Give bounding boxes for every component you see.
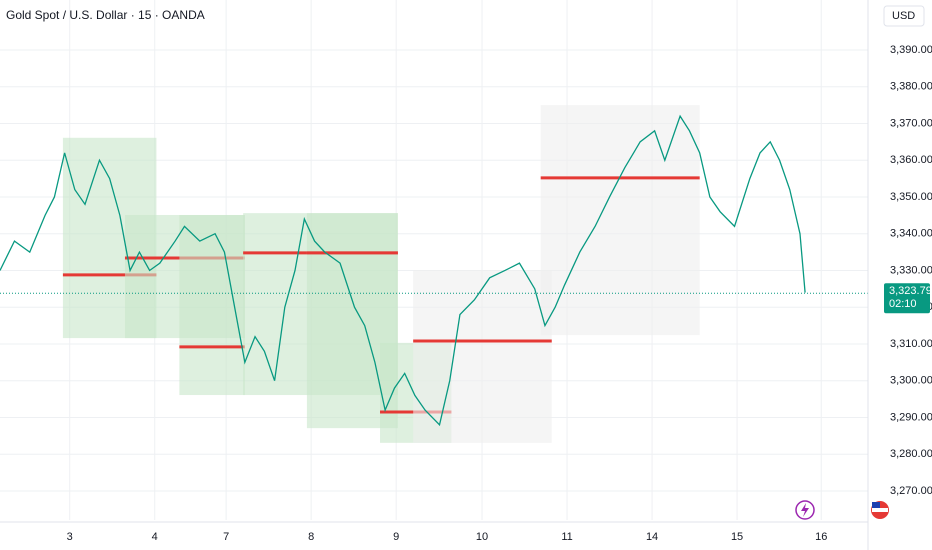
x-tick-label: 11 bbox=[561, 531, 572, 543]
currency[interactable]: USD bbox=[892, 10, 915, 22]
x-tick-label: 16 bbox=[815, 531, 827, 543]
profile-box bbox=[413, 270, 552, 443]
countdown: 02:10 bbox=[889, 298, 917, 310]
x-tick-label: 10 bbox=[476, 531, 488, 543]
y-tick-label: 3,390.000 bbox=[890, 44, 932, 56]
last-price-box bbox=[884, 283, 930, 314]
x-tick-label: 3 bbox=[67, 531, 73, 543]
x-tick-label: 4 bbox=[152, 531, 158, 543]
x-tick-label: 15 bbox=[731, 531, 743, 543]
y-tick-label: 3,310.000 bbox=[890, 338, 932, 350]
y-tick-label: 3,330.000 bbox=[890, 264, 932, 276]
x-tick-label: 14 bbox=[646, 531, 658, 543]
profile-box bbox=[179, 214, 245, 396]
alert-icon[interactable] bbox=[795, 500, 815, 520]
price bbox=[0, 114, 868, 427]
y-tick-label: 3,340.000 bbox=[890, 228, 932, 240]
chart-title: Gold Spot / U.S. Dollar · 15 · OANDA bbox=[6, 8, 205, 22]
y-tick-label: 3,300.000 bbox=[890, 375, 932, 387]
y-tick-label: 3,350.000 bbox=[890, 191, 932, 203]
y-tick-label: 3,370.000 bbox=[890, 117, 932, 129]
price-line bbox=[0, 114, 806, 427]
currency-box[interactable] bbox=[883, 5, 925, 27]
y-tick-label: 3,380.000 bbox=[890, 81, 932, 93]
profile-box bbox=[540, 105, 700, 336]
last-price-label: 3,323.795 bbox=[889, 285, 932, 297]
y-tick-label: 3,360.000 bbox=[890, 154, 932, 166]
x-tick-label: 8 bbox=[308, 531, 314, 543]
y-tick-label: 3,280.000 bbox=[890, 448, 932, 460]
x-tick-label: 9 bbox=[393, 531, 399, 543]
x-tick-label: 7 bbox=[223, 531, 229, 543]
y-tick-label: 3,270.000 bbox=[890, 485, 932, 497]
y-tick-label: 3,290.000 bbox=[890, 411, 932, 423]
flag-icon[interactable] bbox=[871, 501, 889, 519]
